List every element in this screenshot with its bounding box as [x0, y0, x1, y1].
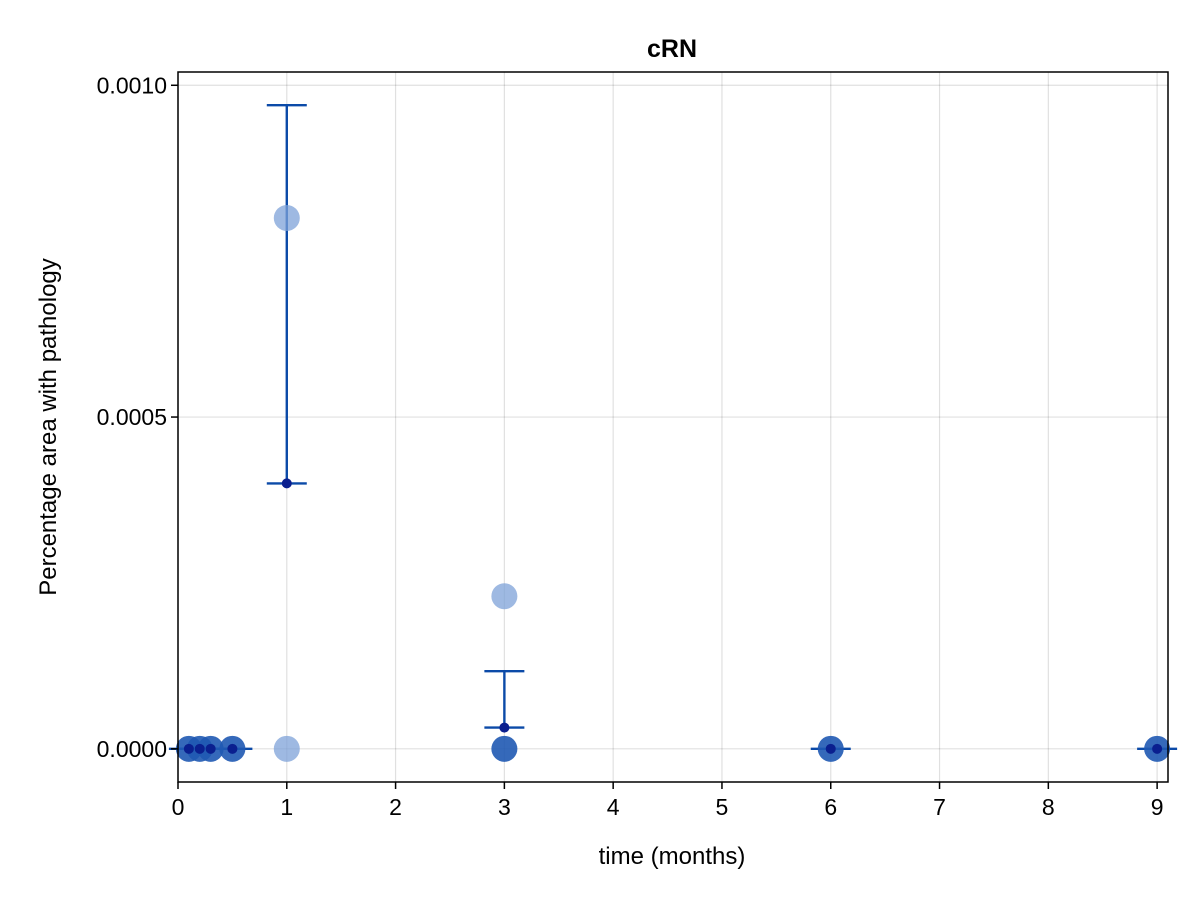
y-axis: 0.0000 0.0005 0.0010 — [97, 72, 178, 762]
x-tick-label: 6 — [824, 794, 837, 820]
x-tick-label: 7 — [933, 794, 946, 820]
data-point — [491, 583, 518, 610]
y-tick-label: 0.0000 — [97, 736, 167, 762]
mean-marker — [183, 743, 194, 754]
x-tick-label: 0 — [172, 794, 185, 820]
x-tick-label: 2 — [389, 794, 402, 820]
x-tick-label: 5 — [716, 794, 729, 820]
data-point — [273, 735, 300, 762]
x-tick-label: 3 — [498, 794, 511, 820]
mean-markers — [183, 478, 1163, 754]
y-tick-label: 0.0005 — [97, 404, 167, 430]
x-axis: 0 1 2 3 4 5 6 7 8 9 — [172, 782, 1164, 820]
mean-marker — [1152, 743, 1163, 754]
chart-title: cRN — [647, 35, 697, 63]
plot-frame — [177, 71, 1169, 783]
mean-marker — [194, 743, 205, 754]
plot-area — [178, 72, 1168, 782]
mean-marker — [205, 743, 216, 754]
x-axis-label: time (months) — [599, 843, 746, 870]
mean-marker — [825, 743, 836, 754]
data-point — [273, 204, 300, 231]
x-tick-label: 8 — [1042, 794, 1055, 820]
x-tick-label: 1 — [280, 794, 293, 820]
data-point — [491, 735, 518, 762]
mean-marker — [227, 743, 238, 754]
mean-marker — [499, 722, 510, 733]
y-tick-label: 0.0010 — [97, 72, 167, 98]
x-tick-label: 9 — [1151, 794, 1164, 820]
data-points — [175, 204, 1171, 762]
y-axis-label: Percentage area with pathology — [35, 258, 62, 596]
x-tick-label: 4 — [607, 794, 620, 820]
mean-marker — [281, 478, 292, 489]
